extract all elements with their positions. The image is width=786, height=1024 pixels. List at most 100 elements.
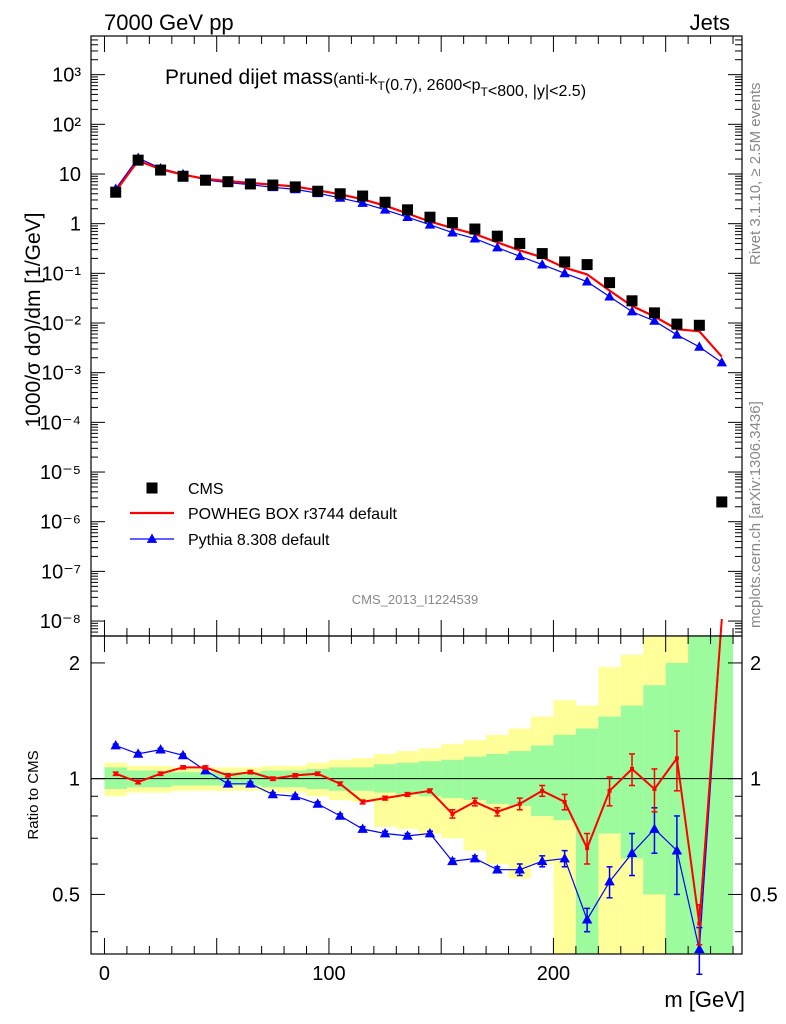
- pythia-ratio-point: [671, 845, 683, 855]
- y-tick-label: 10³: [52, 65, 81, 87]
- y-tick-label: 1: [70, 214, 81, 236]
- powheg-ratio-point: [113, 771, 118, 776]
- powheg-ratio-point: [562, 799, 567, 804]
- cms-point: [177, 170, 189, 182]
- pythia-ratio-point: [559, 853, 570, 863]
- pythia-ratio-point: [379, 828, 391, 838]
- cms-point: [402, 204, 414, 216]
- cms-point: [648, 307, 660, 319]
- pythia-point: [447, 227, 458, 237]
- pythia-point: [536, 259, 548, 269]
- powheg-ratio-point: [136, 780, 141, 785]
- cms-point: [334, 188, 346, 200]
- y-tick-label: 10⁻³: [42, 363, 82, 385]
- cms-point: [312, 185, 324, 197]
- pythia-ratio-point: [110, 739, 121, 750]
- powheg-ratio-point: [158, 771, 163, 776]
- powheg-ratio-point: [270, 776, 275, 781]
- pythia-ratio-point: [245, 778, 256, 788]
- cms-point: [491, 230, 503, 242]
- powheg-ratio-point: [293, 773, 298, 778]
- pythia-point: [469, 233, 481, 243]
- powheg-ratio-point: [450, 811, 455, 816]
- main-ylabel: 1000/σ dσ)/dm [1/GeV]: [22, 212, 45, 427]
- powheg-ratio-point: [225, 773, 230, 778]
- pythia-point: [716, 357, 728, 367]
- y-tick-label: 10⁻⁸: [40, 611, 81, 633]
- cms-point: [536, 248, 548, 260]
- pythia-point: [357, 197, 368, 207]
- y-tick-label: 10: [59, 164, 81, 186]
- ratio-y-tick-label-right: 1: [750, 769, 761, 791]
- y-tick-label: 10²: [52, 114, 81, 136]
- cms-point: [671, 318, 683, 330]
- legend-label: CMS: [188, 481, 224, 498]
- powheg-ratio-point: [607, 788, 612, 793]
- cms-point: [244, 178, 256, 190]
- pythia-ratio-point: [334, 810, 346, 820]
- cms-point: [626, 295, 638, 307]
- pythia-point: [424, 219, 436, 229]
- cms-point: [222, 176, 234, 188]
- main-panel: 10⁻⁸ 10⁻⁷ 10⁻⁶ 10⁻⁵ 10⁻⁴ 10⁻³ 10⁻² 10⁻¹ 1 10 10² 10…: [40, 35, 743, 637]
- pythia-ratio-point: [536, 855, 548, 866]
- mcplots-label: mcplots.cern.ch [arXiv:1306.3436]: [747, 401, 764, 628]
- x-tick-label: 100: [312, 963, 345, 985]
- powheg-ratio-point: [248, 770, 253, 775]
- pythia-line: [115, 157, 723, 363]
- ratio-y-tick-label: 2: [69, 653, 80, 675]
- legend-label: Pythia 8.308 default: [188, 532, 330, 549]
- powheg-ratio-point: [652, 787, 657, 792]
- powheg-ratio-point: [517, 801, 522, 806]
- cms-point: [357, 190, 369, 202]
- pythia-ratio-point: [694, 943, 705, 954]
- pythia-ratio-point: [626, 847, 638, 858]
- pythia-point: [694, 341, 705, 351]
- powheg-ratio-point: [630, 766, 635, 771]
- cms-point: [581, 259, 593, 271]
- rivet-label: Rivet 3.1.10, ≥ 2.5M events: [747, 83, 764, 266]
- powheg-ratio-point: [181, 765, 186, 770]
- pythia-ratio-point: [290, 790, 301, 801]
- x-tick-label: 200: [537, 963, 570, 985]
- inner-band-bin: [665, 662, 689, 954]
- cms-point: [446, 217, 458, 229]
- pythia-ratio-point: [312, 798, 323, 808]
- powheg-ratio-point: [674, 756, 679, 761]
- cms-point: [199, 174, 211, 186]
- pythia-ratio-point: [402, 830, 413, 840]
- pythia-point: [492, 242, 503, 252]
- ratio-frame: [90, 635, 743, 955]
- pythia-ratio-point: [155, 744, 166, 754]
- analysis-label: CMS_2013_I1224539: [352, 592, 479, 607]
- legend-marker-pythia: [146, 533, 158, 543]
- pythia-ratio-point: [581, 914, 593, 924]
- pythia-point: [604, 291, 615, 301]
- ratio-y-tick-label-right: 0.5: [750, 884, 778, 906]
- category-label: Jets: [690, 10, 730, 35]
- cms-point: [716, 496, 728, 508]
- pythia-ratio-point: [604, 876, 615, 886]
- energy-label: 7000 GeV pp: [104, 10, 234, 35]
- powheg-ratio-point: [203, 765, 208, 770]
- inner-band-bin: [598, 716, 621, 834]
- xlabel: m [GeV]: [664, 987, 745, 1012]
- cms-point: [604, 277, 616, 289]
- powheg-line: [114, 159, 723, 358]
- pythia-ratio-point: [132, 748, 144, 758]
- ratio-y-tick-label-right: 2: [750, 653, 761, 675]
- y-tick-label: 10⁻²: [42, 313, 82, 335]
- ratio-y-tick-label: 1: [69, 769, 80, 791]
- cms-point: [379, 196, 391, 208]
- cms-point: [693, 319, 705, 331]
- y-tick-label: 10⁻¹: [42, 263, 82, 285]
- pythia-ratio-line: [115, 619, 723, 950]
- powheg-ratio-point: [405, 792, 410, 797]
- ratio-panel: 0.5 0.5 1 1 2 2 0 100 200: [52, 619, 778, 985]
- ratio-y-tick-label: 0.5: [52, 884, 80, 906]
- powheg-ratio-point: [315, 771, 320, 776]
- powheg-ratio-point: [383, 796, 388, 801]
- pythia-ratio-point: [267, 788, 279, 799]
- pythia-point: [671, 329, 683, 339]
